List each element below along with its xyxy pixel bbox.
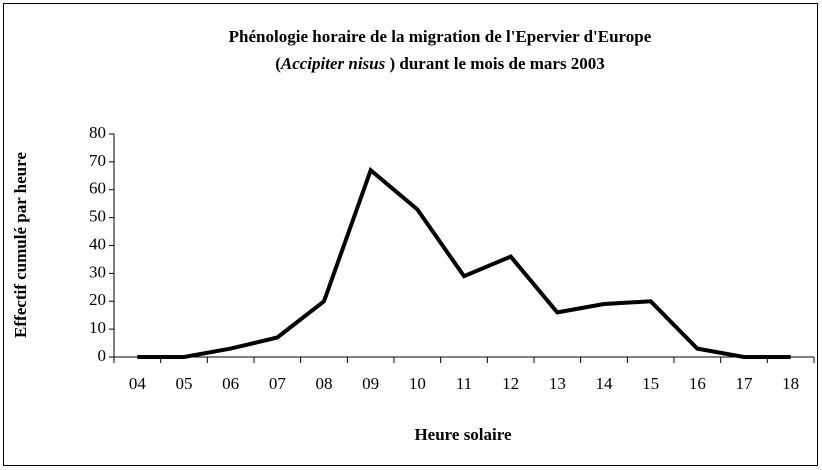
x-tick-label: 04	[129, 374, 147, 393]
data-line	[137, 166, 791, 359]
y-tick-label: 80	[89, 123, 106, 142]
chart-frame	[3, 3, 818, 466]
x-tick-label: 18	[782, 374, 799, 393]
x-tick-label: 06	[222, 374, 239, 393]
x-tick-label: 10	[409, 374, 426, 393]
y-tick-label: 30	[89, 262, 106, 281]
x-tick-label: 12	[502, 374, 519, 393]
x-tick-label: 05	[176, 374, 193, 393]
x-tick-label: 16	[689, 374, 706, 393]
x-tick-label: 15	[642, 374, 659, 393]
x-tick-label: 11	[456, 374, 472, 393]
x-tick-label: 14	[596, 374, 614, 393]
y-tick-label: 50	[89, 207, 106, 226]
title-part: Phénologie horaire de la migration de l'…	[229, 27, 652, 46]
y-tick-label: 70	[89, 151, 106, 170]
title-part: Accipiter nisus	[280, 54, 386, 73]
y-tick-label: 60	[89, 179, 106, 198]
y-tick-label: 0	[98, 346, 107, 365]
y-tick-label: 10	[89, 318, 106, 337]
y-tick-label: 40	[89, 234, 106, 253]
x-tick-label: 17	[736, 374, 754, 393]
y-tick-label: 20	[89, 290, 106, 309]
chart-title: Phénologie horaire de la migration de l'…	[229, 27, 652, 46]
x-tick-label: 07	[269, 374, 287, 393]
title-part: ) durant le mois de mars 2003	[385, 54, 605, 73]
chart-title: (Accipiter nisus ) durant le mois de mar…	[275, 54, 605, 73]
x-tick-label: 09	[362, 374, 379, 393]
title-part: (	[275, 54, 281, 73]
x-tick-label: 13	[549, 374, 566, 393]
x-axis-title: Heure solaire	[414, 425, 512, 444]
y-axis-title: Effectif cumulé par heure	[11, 152, 30, 338]
x-tick-label: 08	[316, 374, 333, 393]
